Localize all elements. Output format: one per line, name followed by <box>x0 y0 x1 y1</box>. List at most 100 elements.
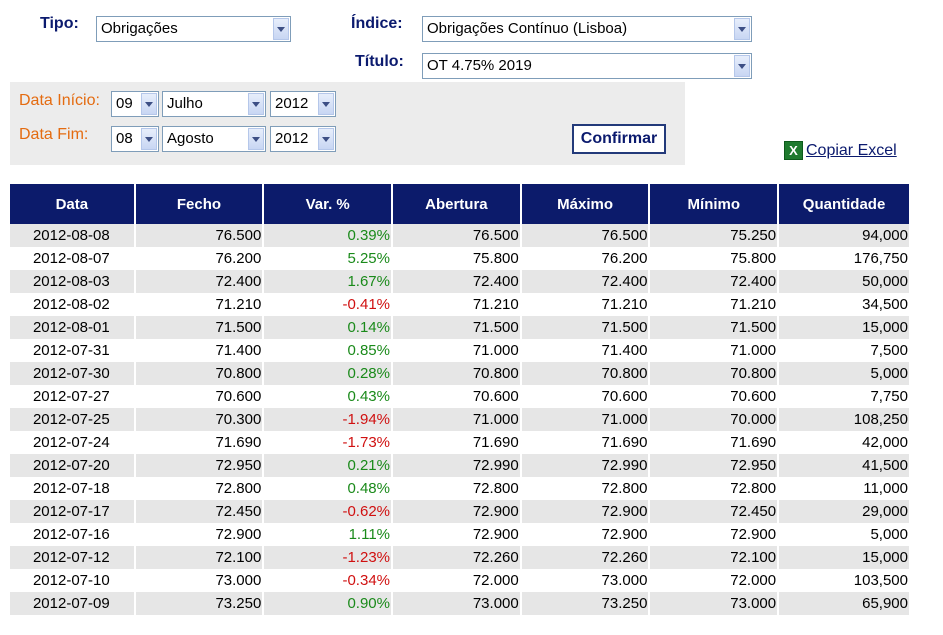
cell-abertura: 76.500 <box>391 224 521 247</box>
cell-abertura: 73.000 <box>391 592 521 615</box>
table-row: 2012-07-12 72.100 -1.23% 72.260 72.260 72.100… <box>10 546 909 569</box>
cell-maximo: 72.400 <box>519 270 650 293</box>
cell-date: 2012-07-24 <box>10 431 135 454</box>
cell-date: 2012-08-08 <box>10 224 135 247</box>
column-header-data: Data <box>10 184 135 224</box>
cell-minimo: 72.100 <box>648 546 779 569</box>
cell-quantidade: 176,750 <box>777 247 909 270</box>
cell-quantidade: 11,000 <box>777 477 909 500</box>
cell-date: 2012-07-10 <box>10 569 135 592</box>
indice-select[interactable]: Obrigações Contínuo (Lisboa) <box>422 16 752 42</box>
cell-var: -0.62% <box>262 500 392 523</box>
cell-fecho: 72.950 <box>133 454 264 477</box>
cell-minimo: 72.450 <box>648 500 779 523</box>
cell-minimo: 72.950 <box>648 454 779 477</box>
titulo-label: Título: <box>355 53 404 70</box>
column-header-minimo: Mínimo <box>648 184 779 224</box>
cell-minimo: 70.000 <box>648 408 779 431</box>
inicio-day-select[interactable]: 09 <box>111 91 159 117</box>
excel-icon[interactable]: X <box>784 141 803 160</box>
copy-excel-link[interactable]: X Copiar Excel <box>784 141 897 160</box>
table-row: 2012-08-07 76.200 5.25% 75.800 76.200 75.800 1… <box>10 247 909 270</box>
cell-date: 2012-07-16 <box>10 523 135 546</box>
cell-fecho: 71.210 <box>133 293 264 316</box>
indice-select-value: Obrigações Contínuo (Lisboa) <box>427 20 628 37</box>
cell-quantidade: 5,000 <box>777 362 909 385</box>
fim-day-value: 08 <box>116 130 133 147</box>
cell-quantidade: 29,000 <box>777 500 909 523</box>
inicio-year-value: 2012 <box>275 95 309 112</box>
cell-quantidade: 42,000 <box>777 431 909 454</box>
chevron-down-icon[interactable] <box>248 93 264 115</box>
cell-abertura: 72.260 <box>391 546 521 569</box>
table-row: 2012-08-02 71.210 -0.41% 71.210 71.210 71.210… <box>10 293 909 316</box>
cell-date: 2012-07-27 <box>10 385 135 408</box>
cell-fecho: 70.800 <box>133 362 264 385</box>
cell-maximo: 72.900 <box>519 500 650 523</box>
cell-abertura: 70.600 <box>391 385 521 408</box>
cell-quantidade: 15,000 <box>777 316 909 339</box>
cell-minimo: 75.800 <box>648 247 779 270</box>
cell-var: 0.28% <box>262 362 392 385</box>
fim-year-select[interactable]: 2012 <box>270 126 336 152</box>
cell-quantidade: 15,000 <box>777 546 909 569</box>
cell-abertura: 71.690 <box>391 431 521 454</box>
table-row: 2012-07-30 70.800 0.28% 70.800 70.800 70.800 5… <box>10 362 909 385</box>
cell-fecho: 70.600 <box>133 385 264 408</box>
cell-abertura: 75.800 <box>391 247 521 270</box>
cell-maximo: 72.260 <box>519 546 650 569</box>
confirm-button[interactable]: Confirmar <box>572 124 666 154</box>
cell-date: 2012-08-02 <box>10 293 135 316</box>
fim-day-select[interactable]: 08 <box>111 126 159 152</box>
cell-quantidade: 41,500 <box>777 454 909 477</box>
fim-month-select[interactable]: Agosto <box>162 126 266 152</box>
cell-fecho: 71.690 <box>133 431 264 454</box>
cell-date: 2012-07-31 <box>10 339 135 362</box>
table-row: 2012-07-27 70.600 0.43% 70.600 70.600 70.600 7… <box>10 385 909 408</box>
column-header-fecho: Fecho <box>133 184 264 224</box>
table-header-row: Data Fecho Var. % Abertura Máximo Mínimo… <box>10 184 909 224</box>
cell-maximo: 76.500 <box>519 224 650 247</box>
chevron-down-icon[interactable] <box>734 18 750 40</box>
cell-minimo: 70.600 <box>648 385 779 408</box>
cell-var: 5.25% <box>262 247 392 270</box>
cell-fecho: 76.200 <box>133 247 264 270</box>
chevron-down-icon[interactable] <box>141 128 157 150</box>
column-header-var: Var. % <box>262 184 392 224</box>
cell-maximo: 76.200 <box>519 247 650 270</box>
cell-fecho: 72.450 <box>133 500 264 523</box>
cell-quantidade: 65,900 <box>777 592 909 615</box>
copy-excel-label[interactable]: Copiar Excel <box>806 141 897 159</box>
cell-var: -1.73% <box>262 431 392 454</box>
cell-abertura: 71.500 <box>391 316 521 339</box>
cell-quantidade: 50,000 <box>777 270 909 293</box>
titulo-select[interactable]: OT 4.75% 2019 <box>422 53 752 79</box>
inicio-month-select[interactable]: Julho <box>162 91 266 117</box>
chevron-down-icon[interactable] <box>734 55 750 77</box>
chevron-down-icon[interactable] <box>318 128 334 150</box>
chevron-down-icon[interactable] <box>318 93 334 115</box>
chevron-down-icon[interactable] <box>273 18 289 40</box>
column-header-quantidade: Quantidade <box>777 184 909 224</box>
cell-maximo: 71.000 <box>519 408 650 431</box>
cell-var: 0.14% <box>262 316 392 339</box>
cell-maximo: 70.600 <box>519 385 650 408</box>
table-row: 2012-07-20 72.950 0.21% 72.990 72.990 72.950 4… <box>10 454 909 477</box>
cell-minimo: 71.690 <box>648 431 779 454</box>
chevron-down-icon[interactable] <box>248 128 264 150</box>
inicio-year-select[interactable]: 2012 <box>270 91 336 117</box>
tipo-label: Tipo: <box>40 15 79 32</box>
cell-fecho: 73.250 <box>133 592 264 615</box>
cell-maximo: 71.210 <box>519 293 650 316</box>
chevron-down-icon[interactable] <box>141 93 157 115</box>
table-row: 2012-07-09 73.250 0.90% 73.000 73.250 73.000 6… <box>10 592 909 615</box>
tipo-select[interactable]: Obrigações <box>96 16 291 42</box>
indice-label: Índice: <box>351 15 403 32</box>
cell-maximo: 72.800 <box>519 477 650 500</box>
cell-abertura: 71.000 <box>391 408 521 431</box>
titulo-select-value: OT 4.75% 2019 <box>427 57 532 74</box>
cell-var: -1.23% <box>262 546 392 569</box>
cell-date: 2012-07-18 <box>10 477 135 500</box>
cell-fecho: 76.500 <box>133 224 264 247</box>
cell-minimo: 70.800 <box>648 362 779 385</box>
